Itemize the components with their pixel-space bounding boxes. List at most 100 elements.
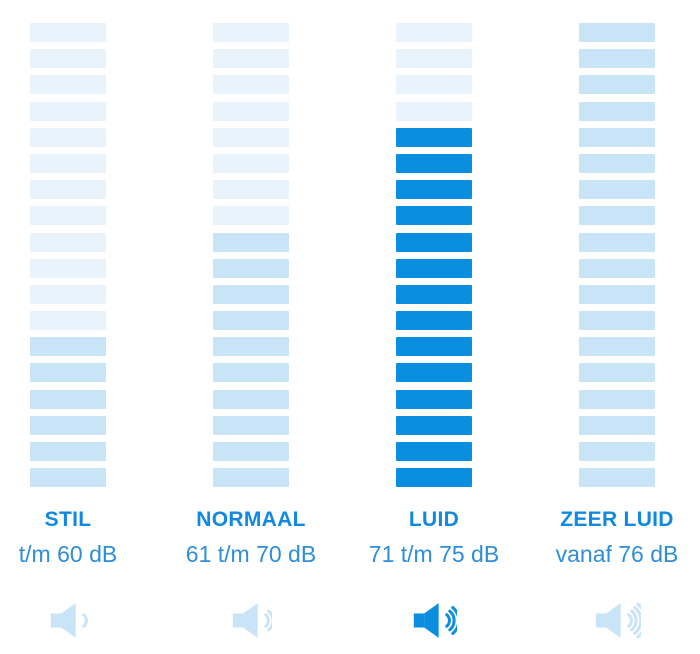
- volume-bar-filled: [213, 232, 289, 252]
- volume-bar-filled: [579, 127, 655, 147]
- volume-bar-filled: [396, 180, 472, 200]
- speaker-body: [232, 613, 244, 628]
- volume-bar-empty: [30, 49, 106, 69]
- sound-wave-arc: [264, 613, 270, 628]
- speaker-icon-wrap: [411, 598, 457, 643]
- volume-bar-filled: [213, 468, 289, 488]
- level-db-range-label: 61 t/m 70 dB: [185, 541, 317, 568]
- volume-bar-filled: [396, 206, 472, 226]
- volume-bar-empty: [30, 127, 106, 147]
- volume-bar-filled: [579, 49, 655, 69]
- volume-bar-empty: [213, 101, 289, 121]
- speaker-4-waves-icon: [595, 602, 642, 639]
- volume-bar-filled: [579, 258, 655, 278]
- sound-wave-arc: [636, 602, 642, 639]
- speaker-body: [414, 613, 425, 628]
- speaker-icon-wrap: [48, 598, 88, 643]
- sound-wave-arc: [627, 613, 633, 628]
- volume-bar-filled: [579, 101, 655, 121]
- speaker-cone: [243, 603, 258, 638]
- sound-level-column-stil: STIL t/m 60 dB: [0, 23, 136, 643]
- sound-wave-arc: [82, 613, 88, 628]
- volume-bar-filled: [579, 311, 655, 331]
- volume-bar-empty: [213, 206, 289, 226]
- volume-bar-filled: [579, 23, 655, 42]
- speaker-1-waves-icon: [51, 603, 88, 639]
- volume-bar-filled: [579, 153, 655, 173]
- volume-bar-filled: [579, 442, 655, 461]
- volume-bar-empty: [30, 75, 106, 95]
- volume-bar-empty: [213, 153, 289, 173]
- volume-bar-empty: [30, 258, 106, 278]
- level-db-range-label: vanaf 76 dB: [555, 541, 679, 568]
- volume-bar-filled: [30, 468, 106, 488]
- speaker-icon-wrap: [593, 598, 642, 643]
- volume-bar-filled: [579, 206, 655, 226]
- volume-bar-filled: [396, 153, 472, 173]
- volume-bar-filled: [396, 442, 472, 461]
- volume-bar-filled: [396, 127, 472, 147]
- volume-bar-filled: [579, 389, 655, 409]
- volume-bar-stack: [579, 23, 655, 488]
- volume-bar-filled: [213, 258, 289, 278]
- level-db-range-label: 71 t/m 75 dB: [368, 541, 500, 568]
- volume-bar-empty: [30, 311, 106, 331]
- volume-bar-filled: [396, 258, 472, 278]
- level-title-label: ZEER LUID: [560, 508, 674, 532]
- volume-bar-filled: [213, 389, 289, 409]
- volume-bar-filled: [396, 284, 472, 304]
- sound-wave-arc: [451, 606, 457, 636]
- sound-level-column-zeer-luid: ZEER LUID vanaf 76 dB: [549, 23, 685, 643]
- volume-bar-filled: [396, 415, 472, 435]
- sound-wave-arc: [445, 613, 452, 628]
- sound-wave-arc: [267, 609, 273, 632]
- speaker-body: [51, 613, 62, 628]
- volume-bar-filled: [579, 284, 655, 304]
- volume-bar-filled: [579, 75, 655, 95]
- level-title-label: LUID: [408, 508, 460, 532]
- level-db-range-label: t/m 60 dB: [18, 541, 118, 568]
- volume-bar-filled: [396, 363, 472, 383]
- volume-bar-stack: [396, 23, 472, 488]
- volume-bar-filled: [213, 415, 289, 435]
- volume-bar-stack: [30, 23, 106, 488]
- volume-bar-filled: [30, 415, 106, 435]
- speaker-2-waves-icon: [232, 603, 273, 638]
- volume-bar-filled: [396, 232, 472, 252]
- volume-bar-filled: [579, 415, 655, 435]
- volume-bar-filled: [396, 337, 472, 357]
- volume-bar-filled: [579, 337, 655, 357]
- volume-bar-empty: [396, 101, 472, 121]
- sound-wave-arc: [630, 609, 638, 632]
- speaker-3-waves-icon: [414, 603, 457, 639]
- volume-bar-empty: [30, 23, 106, 42]
- speaker-icon-wrap: [230, 598, 273, 643]
- volume-bar-filled: [30, 363, 106, 383]
- volume-bar-empty: [30, 206, 106, 226]
- volume-bar-filled: [579, 180, 655, 200]
- volume-bar-filled: [579, 232, 655, 252]
- sound-wave-arc: [633, 606, 642, 636]
- volume-bar-empty: [213, 49, 289, 69]
- volume-bar-filled: [213, 311, 289, 331]
- volume-bar-empty: [213, 180, 289, 200]
- volume-bar-filled: [213, 284, 289, 304]
- speaker-cone: [424, 603, 440, 639]
- volume-bar-empty: [30, 180, 106, 200]
- sound-level-column-luid: LUID 71 t/m 75 dB: [366, 23, 502, 643]
- sound-wave-arc: [448, 609, 457, 632]
- volume-bar-filled: [213, 442, 289, 461]
- volume-bar-stack: [213, 23, 289, 488]
- volume-bar-empty: [30, 232, 106, 252]
- volume-bar-filled: [396, 311, 472, 331]
- volume-bar-filled: [30, 337, 106, 357]
- level-title-label: NORMAAL: [196, 508, 306, 532]
- volume-bar-filled: [30, 442, 106, 461]
- volume-bar-filled: [396, 468, 472, 488]
- level-title-label: STIL: [44, 508, 92, 532]
- volume-bar-filled: [213, 363, 289, 383]
- volume-bar-empty: [396, 75, 472, 95]
- volume-bar-empty: [30, 153, 106, 173]
